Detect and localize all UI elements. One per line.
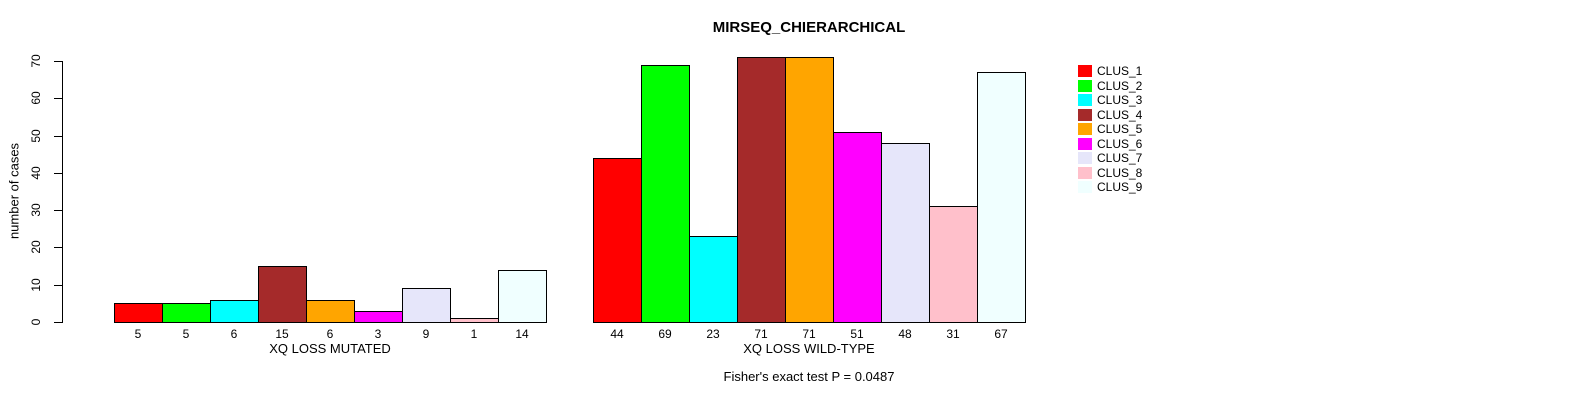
bar-value-label: 15 [275,327,289,341]
y-tick-mark [54,98,62,100]
bar [402,288,451,323]
bar-value-label: 1 [470,327,478,341]
legend-label: CLUS_3 [1097,93,1143,107]
legend-swatch [1078,108,1092,121]
y-tick-mark [54,284,62,286]
legend-item: CLUS_8 [1078,166,1142,180]
legend-label: CLUS_9 [1097,180,1143,194]
bar [450,318,499,323]
legend-label: CLUS_7 [1097,151,1143,165]
bar-value-label: 71 [754,327,768,341]
legend-label: CLUS_4 [1097,107,1143,122]
bar-value-label: 71 [802,327,816,341]
legend-item: CLUS_1 [1078,64,1142,78]
y-tick-mark [54,210,62,212]
bar-value-label: 23 [706,327,720,341]
y-tick-label: 60 [29,91,43,105]
y-tick-label: 20 [29,240,43,255]
bar-value-label: 9 [422,327,430,341]
bar [354,311,403,323]
bar-value-label: 14 [515,327,529,341]
bar-value-label: 44 [610,327,624,341]
bar [162,303,211,323]
bar [977,72,1026,323]
legend-swatch [1078,181,1092,193]
bar [881,143,930,323]
y-tick-label: 10 [29,278,43,292]
bar [258,266,307,323]
legend-label: CLUS_1 [1097,64,1143,78]
bar [306,300,355,323]
legend-item: CLUS_2 [1078,79,1142,93]
y-tick-label: 40 [29,166,43,180]
bar-value-label: 69 [658,327,672,341]
bar [641,65,690,323]
bar [785,57,834,323]
legend-item: CLUS_3 [1078,93,1142,107]
bar [114,303,163,323]
y-tick-label: 70 [29,54,43,68]
legend-swatch [1078,166,1092,179]
y-tick-label: 50 [29,128,43,143]
legend-swatch [1078,137,1092,150]
y-tick-mark [54,61,62,62]
legend-swatch [1078,79,1092,92]
x-axis-group-label: XQ LOSS MUTATED [269,341,391,356]
legend-item: CLUS_4 [1078,108,1142,122]
legend: CLUS_1 CLUS_2 CLUS_3 CLUS_4 CLUS_5 CLUS_6 CLUS… [1078,64,1142,195]
bar [210,300,259,323]
bar [498,270,547,323]
legend-swatch [1078,152,1092,164]
bar-value-label: 51 [850,327,864,341]
legend-label: CLUS_8 [1097,165,1143,180]
y-tick-label: 0 [29,318,43,326]
y-tick-label: 30 [29,203,43,217]
legend-swatch [1078,94,1092,106]
bar-value-label: 6 [326,327,334,341]
legend-label: CLUS_2 [1097,78,1143,93]
bar-value-label: 31 [946,327,960,341]
bar-value-label: 6 [230,327,238,341]
bar-value-label: 67 [994,327,1008,341]
bar-value-label: 3 [374,327,382,341]
y-tick-mark [54,135,62,137]
bar-value-label: 5 [182,327,190,341]
y-tick-mark [54,322,62,323]
legend-item: CLUS_9 [1078,180,1142,194]
bar [833,132,882,323]
y-axis-line [62,61,63,323]
bar-value-label: 5 [134,327,142,341]
fisher-annotation: Fisher's exact test P = 0.0487 [723,369,895,384]
chart-title: MIRSEQ_CHIERARCHICAL [712,19,906,36]
legend-item: CLUS_7 [1078,151,1142,165]
bar [593,158,642,323]
bar [929,206,978,323]
y-axis-label: number of cases [6,142,22,240]
y-tick-mark [54,247,62,249]
x-axis-group-label: XQ LOSS WILD-TYPE [743,341,875,356]
legend-swatch [1078,123,1092,135]
bar [689,236,738,323]
legend-swatch [1078,65,1092,77]
bar [737,57,786,323]
y-tick-mark [54,172,62,174]
legend-item: CLUS_5 [1078,122,1142,136]
legend-item: CLUS_6 [1078,137,1142,151]
bar-value-label: 48 [898,327,912,341]
legend-label: CLUS_6 [1097,136,1143,151]
legend-label: CLUS_5 [1097,122,1143,136]
